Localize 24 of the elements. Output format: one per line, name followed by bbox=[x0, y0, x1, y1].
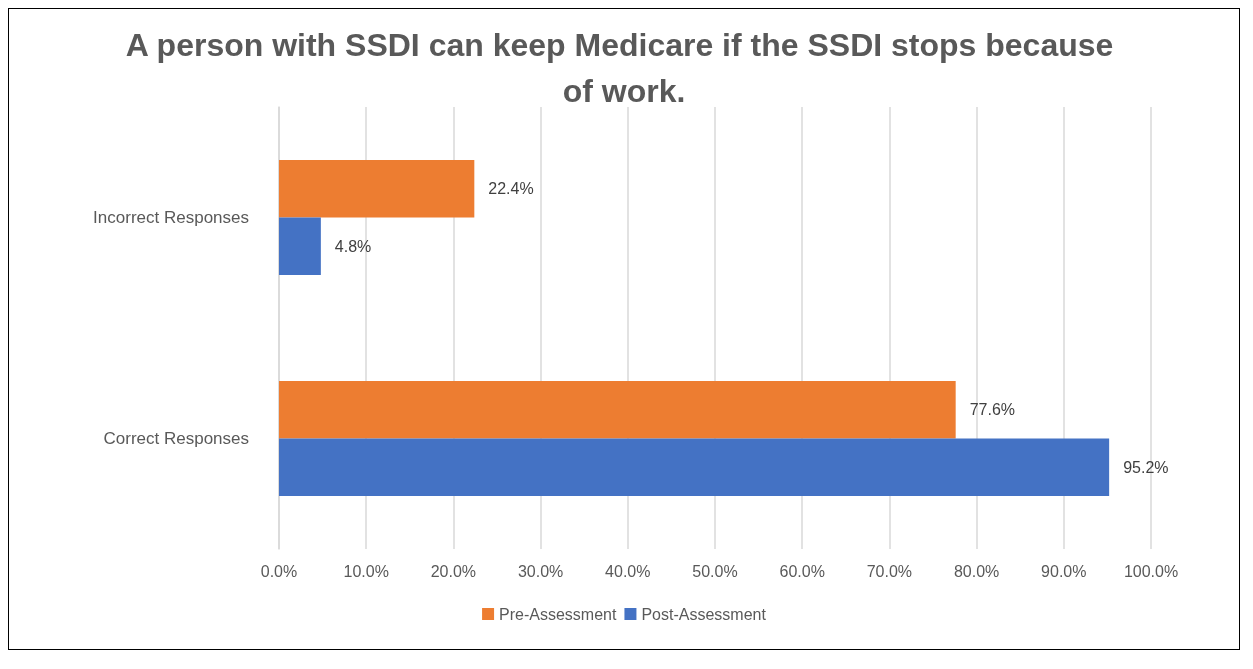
x-tick-label: 60.0% bbox=[779, 562, 825, 580]
x-tick-label: 100.0% bbox=[1123, 562, 1179, 580]
bar bbox=[279, 217, 321, 275]
y-tick-label: Correct Responses bbox=[103, 429, 249, 448]
data-label: 22.4% bbox=[488, 180, 534, 198]
bar bbox=[279, 438, 1110, 496]
data-label: 95.2% bbox=[1123, 458, 1169, 476]
bar bbox=[279, 160, 475, 218]
y-tick-label: Incorrect Responses bbox=[93, 208, 249, 227]
x-tick-label: 70.0% bbox=[866, 562, 913, 580]
x-tick-label: 40.0% bbox=[605, 562, 651, 580]
x-tick-label: 50.0% bbox=[692, 562, 738, 580]
chart-title: A person with SSDI can keep Medicare if the SSDI stops because of work. bbox=[125, 27, 1123, 109]
x-tick-label: 90.0% bbox=[1041, 562, 1087, 580]
data-label: 77.6% bbox=[969, 401, 1016, 419]
bar bbox=[279, 381, 956, 439]
x-tick-label: 30.0% bbox=[517, 562, 564, 580]
x-tick-label: 80.0% bbox=[953, 562, 1000, 580]
data-label: 4.8% bbox=[334, 237, 372, 255]
x-tick-label: 10.0% bbox=[343, 562, 389, 580]
x-tick-label: 0.0% bbox=[260, 562, 298, 580]
x-tick-label: 20.0% bbox=[430, 562, 477, 580]
legend-label: Post-Assessment bbox=[641, 605, 767, 623]
legend-label: Pre-Assessment bbox=[499, 605, 617, 623]
